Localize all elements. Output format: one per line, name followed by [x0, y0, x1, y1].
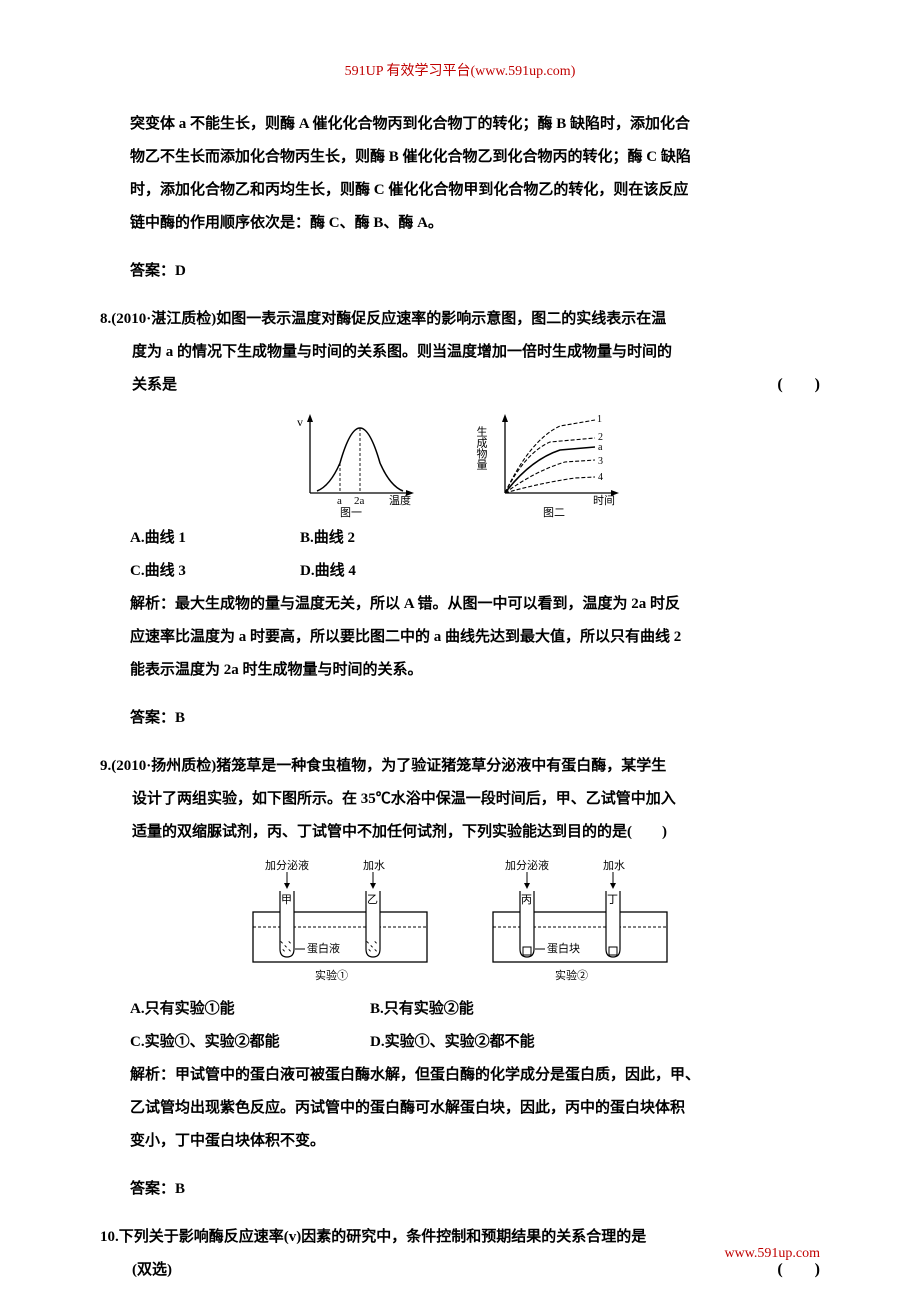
q9-fig-exp2: 加分泌液 加水 丙 丁 蛋白块 实验②	[485, 857, 675, 987]
q7-cont-line3: 时，添加化合物乙和丙均生长，则酶 C 催化化合物甲到化合物乙的转化，则在该反应	[100, 174, 820, 207]
q9-optC: C.实验①、实验②都能	[100, 1026, 340, 1059]
q7-answer: 答案：D	[100, 255, 820, 288]
fig2-label-a: a	[598, 442, 603, 453]
q9-stem-line1: 9.(2010·扬州质检)猪笼草是一种食虫植物，为了验证猪笼草分泌液中有蛋白酶，…	[100, 750, 820, 783]
q10-stem-line1: 10.下列关于影响酶反应速率(v)因素的研究中，条件控制和预期结果的关系合理的是	[100, 1221, 820, 1254]
q9-optB: B.只有实验②能	[340, 993, 474, 1026]
q9-answer: 答案：B	[100, 1173, 820, 1206]
q9-optA: A.只有实验①能	[100, 993, 340, 1026]
q7-cont-line2: 物乙不生长而添加化合物丙生长，则酶 B 催化化合物乙到化合物丙的转化；酶 C 缺…	[100, 141, 820, 174]
exp2-bottom: 蛋白块	[547, 941, 580, 955]
exp2-tube-left: 丙	[521, 894, 532, 906]
fig2-xlabel: 时间	[593, 494, 615, 507]
q9-stem-line2: 设计了两组实验，如下图所示。在 35℃水浴中保温一段时间后，甲、乙试管中加入	[132, 783, 820, 816]
q9-options-row2: C.实验①、实验②都能 D.实验①、实验②都不能	[100, 1026, 820, 1059]
fig2-ylabel: 生成物量	[475, 425, 488, 470]
exp2-top-left: 加分泌液	[505, 858, 549, 872]
q8-options-row2: C.曲线 3 D.曲线 4	[100, 555, 820, 588]
fig1-caption: 图一	[340, 506, 362, 518]
q8-fig2: 1 2 a 3 4 生成物量 时间 图二	[475, 408, 635, 518]
q8-paren: ( )	[777, 370, 820, 394]
page-footer: www.591up.com	[724, 1246, 820, 1262]
q8-options-row1: A.曲线 1 B.曲线 2	[100, 522, 820, 555]
q8-sol-line1: 解析：最大生成物的量与温度无关，所以 A 错。从图一中可以看到，温度为 2a 时…	[100, 588, 820, 621]
q7-cont-line1: 突变体 a 不能生长，则酶 A 催化化合物丙到化合物丁的转化；酶 B 缺陷时，添…	[100, 108, 820, 141]
fig2-caption: 图二	[543, 506, 565, 518]
fig1-mark-2a: 2a	[354, 495, 365, 507]
fig1-mark-a: a	[337, 495, 342, 507]
q8-fig1: a 2a v 温度 图一	[285, 408, 425, 518]
q9-stem-line3: 适量的双缩脲试剂，丙、丁试管中不加任何试剂，下列实验能达到目的的是( )	[132, 816, 820, 849]
page-header: 591UP 有效学习平台(www.591up.com)	[100, 60, 820, 80]
q9-options-row1: A.只有实验①能 B.只有实验②能	[100, 993, 820, 1026]
q9-sol-line2: 乙试管均出现紫色反应。丙试管中的蛋白酶可水解蛋白块，因此，丙中的蛋白块体积	[100, 1092, 820, 1125]
fig1-ylabel: v	[297, 415, 303, 429]
exp1-top-right: 加水	[363, 859, 385, 872]
q7-cont-line4: 链中酶的作用顺序依次是：酶 C、酶 B、酶 A。	[100, 207, 820, 240]
fig2-label-3: 3	[598, 456, 603, 467]
q8-stem-line3: 关系是	[132, 369, 177, 402]
q8-optA: A.曲线 1	[100, 522, 270, 555]
q8-stem-line1: 8.(2010·湛江质检)如图一表示温度对酶促反应速率的影响示意图，图二的实线表…	[100, 303, 820, 336]
q9-figures: 加分泌液 加水 甲 乙 蛋白液 实验① 加分泌液 加水	[100, 857, 820, 987]
exp1-tube-left: 甲	[281, 894, 292, 906]
q8-optD: D.曲线 4	[270, 555, 470, 588]
q8-optC: C.曲线 3	[100, 555, 270, 588]
exp1-bottom: 蛋白液	[307, 941, 340, 955]
fig2-label-4: 4	[598, 472, 603, 483]
q8-optB: B.曲线 2	[270, 522, 470, 555]
q9-fig-exp1: 加分泌液 加水 甲 乙 蛋白液 实验①	[245, 857, 435, 987]
q8-stem-line2: 度为 a 的情况下生成物量与时间的关系图。则当温度增加一倍时生成物量与时间的	[132, 336, 820, 369]
exp2-top-right: 加水	[603, 859, 625, 872]
q9-optD: D.实验①、实验②都不能	[340, 1026, 535, 1059]
q10-stem-line2: (双选)	[132, 1254, 172, 1287]
q8-sol-line2: 应速率比温度为 a 时要高，所以要比图二中的 a 曲线先达到最大值，所以只有曲线…	[100, 621, 820, 654]
q9-sol-line1: 解析：甲试管中的蛋白液可被蛋白酶水解，但蛋白酶的化学成分是蛋白质，因此，甲、	[100, 1059, 820, 1092]
exp1-tube-right: 乙	[367, 893, 378, 906]
q8-answer: 答案：B	[100, 702, 820, 735]
q8-figures: a 2a v 温度 图一 1 2 a 3 4 生成物量	[100, 408, 820, 518]
fig2-label-1: 1	[597, 414, 602, 425]
exp1-top-left: 加分泌液	[265, 858, 309, 872]
fig1-xlabel: 温度	[389, 493, 411, 507]
q8-sol-line3: 能表示温度为 2a 时生成物量与时间的关系。	[100, 654, 820, 687]
q9-sol-line3: 变小，丁中蛋白块体积不变。	[100, 1125, 820, 1158]
exp1-caption: 实验①	[315, 968, 348, 982]
exp2-tube-right: 丁	[607, 894, 618, 906]
exp2-caption: 实验②	[555, 968, 588, 982]
